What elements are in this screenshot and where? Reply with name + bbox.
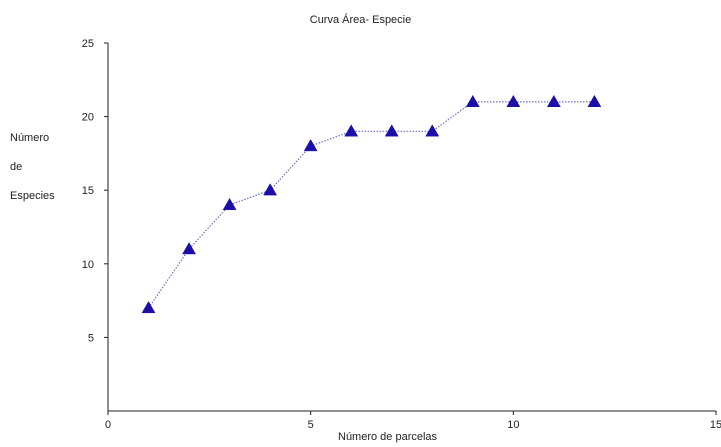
data-point-marker [587, 94, 602, 108]
data-series [141, 94, 602, 314]
data-point-marker [384, 124, 399, 137]
y-tick-label: 20 [82, 112, 94, 124]
y-tick-label: 25 [82, 38, 94, 50]
y-axis-label-line-1: Número [10, 132, 50, 144]
data-point-marker [344, 124, 359, 137]
data-point-marker [303, 139, 318, 152]
y-tick-label: 10 [82, 259, 94, 271]
data-point-marker [425, 124, 440, 137]
y-axis-label-line-2: de [10, 161, 23, 173]
data-point-marker [141, 300, 156, 314]
y-tick-label: 15 [82, 185, 94, 197]
data-point-marker [546, 94, 561, 108]
x-tick-label: 10 [507, 419, 519, 431]
x-axis-label: Número de parcelas [338, 431, 438, 443]
data-point-marker [506, 94, 521, 108]
x-tick-label: 5 [308, 419, 314, 431]
y-axis-label: Número de Especies [10, 124, 80, 211]
axes: 0 5 10 15 5 10 15 20 25 [82, 38, 721, 431]
data-point-marker [263, 183, 278, 196]
data-point-marker [465, 94, 480, 108]
series-line [148, 101, 595, 309]
x-tick-label: 0 [105, 419, 111, 431]
data-point-marker [182, 242, 196, 255]
chart-title: Curva Área- Especie [309, 14, 412, 26]
x-tick-label: 15 [710, 419, 721, 431]
y-axis-label-line-3: Especies [10, 190, 55, 202]
y-tick-label: 5 [88, 332, 94, 344]
data-point-marker [222, 197, 237, 211]
